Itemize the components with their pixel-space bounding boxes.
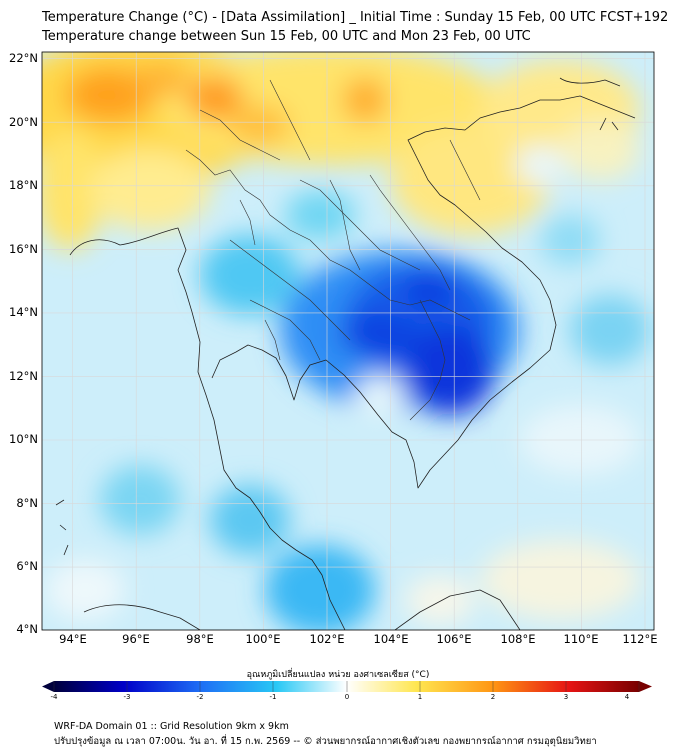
lat-label: 8°N	[16, 496, 38, 510]
colorbar-tick: -2	[196, 693, 204, 701]
lat-label: 14°N	[9, 305, 38, 319]
colorbar-tick: 2	[490, 693, 496, 701]
colorbar-high-arrow	[639, 681, 652, 692]
colorbar-gradient	[54, 681, 639, 692]
lon-label: 110°E	[563, 632, 599, 646]
lat-label: 22°N	[9, 51, 38, 65]
colorbar-tick: -1	[269, 693, 277, 701]
lat-label: 18°N	[9, 178, 38, 192]
footer-model-info: WRF-DA Domain 01 :: Grid Resolution 9km …	[54, 721, 289, 732]
lon-label: 104°E	[373, 632, 409, 646]
lon-label: 106°E	[436, 632, 472, 646]
graticule	[42, 52, 654, 630]
colorbar-tick: -4	[50, 693, 58, 701]
lat-label: 20°N	[9, 115, 38, 129]
lat-label: 12°N	[9, 369, 38, 383]
lat-label: 4°N	[16, 622, 38, 636]
lon-label: 100°E	[245, 632, 281, 646]
colorbar-tick: 0	[344, 693, 350, 701]
lon-label: 102°E	[309, 632, 345, 646]
lat-label: 6°N	[16, 559, 38, 573]
colorbar-low-arrow	[42, 681, 54, 692]
footer-credit: ปรับปรุงข้อมูล ณ เวลา 07:00น. วัน อา. ที…	[54, 736, 597, 747]
colorbar	[42, 681, 652, 692]
colorbar-tick: 3	[563, 693, 569, 701]
lon-label: 112°E	[622, 632, 658, 646]
map-title: Temperature Change (°C) - [Data Assimila…	[42, 10, 669, 25]
admin-borders	[185, 79, 481, 421]
colorbar-title: อุณหภูมิเปลี่ยนแปลง หน่วย องศาเซลเซียส (…	[246, 670, 430, 680]
lon-label: 108°E	[500, 632, 536, 646]
lat-label: 16°N	[9, 242, 38, 256]
map-subtitle: Temperature change between Sun 15 Feb, 0…	[42, 29, 531, 44]
lon-label: 94°E	[59, 632, 87, 646]
coastlines	[55, 77, 636, 630]
colorbar-tick: -3	[123, 693, 131, 701]
lon-label: 96°E	[122, 632, 150, 646]
map-frame	[41, 51, 655, 631]
colorbar-tick: 1	[417, 693, 423, 701]
colorbar-tick: 4	[624, 693, 630, 701]
lat-label: 10°N	[9, 432, 38, 446]
lon-label: 98°E	[186, 632, 214, 646]
